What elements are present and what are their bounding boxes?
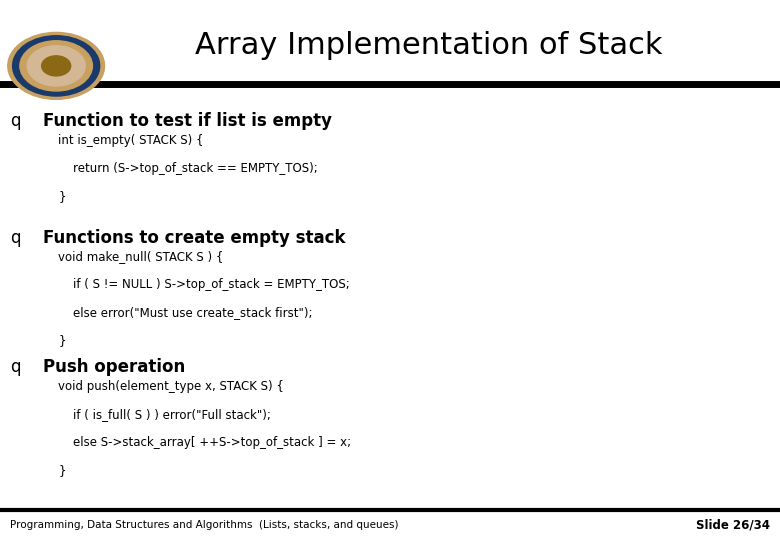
Text: }: } [58,334,66,347]
Text: int is_empty( STACK S) {: int is_empty( STACK S) { [58,134,204,147]
Circle shape [20,40,93,91]
Text: Programming, Data Structures and Algorithms  (Lists, stacks, and queues): Programming, Data Structures and Algorit… [10,520,399,530]
Text: else error("Must use create_stack first");: else error("Must use create_stack first"… [58,306,313,319]
Text: Slide 26/34: Slide 26/34 [696,518,770,531]
Circle shape [8,32,105,99]
Text: Push operation: Push operation [43,358,185,376]
Text: void make_null( STACK S ) {: void make_null( STACK S ) { [58,250,224,263]
Text: Function to test if list is empty: Function to test if list is empty [43,112,332,131]
Text: else S->stack_array[ ++S->top_of_stack ] = x;: else S->stack_array[ ++S->top_of_stack ]… [58,436,352,449]
Text: q: q [10,112,21,131]
Circle shape [27,46,85,86]
Text: if ( S != NULL ) S->top_of_stack = EMPTY_TOS;: if ( S != NULL ) S->top_of_stack = EMPTY… [58,278,350,291]
Text: }: } [58,190,66,203]
Circle shape [41,56,71,76]
Text: q: q [10,228,21,247]
Text: void push(element_type x, STACK S) {: void push(element_type x, STACK S) { [58,380,285,393]
Text: Functions to create empty stack: Functions to create empty stack [43,228,346,247]
Text: }: } [58,464,66,477]
Text: q: q [10,358,21,376]
Circle shape [12,36,100,96]
Text: if ( is_full( S ) ) error("Full stack");: if ( is_full( S ) ) error("Full stack"); [58,408,271,421]
Text: return (S->top_of_stack == EMPTY_TOS);: return (S->top_of_stack == EMPTY_TOS); [58,162,318,175]
Text: Array Implementation of Stack: Array Implementation of Stack [195,31,663,60]
